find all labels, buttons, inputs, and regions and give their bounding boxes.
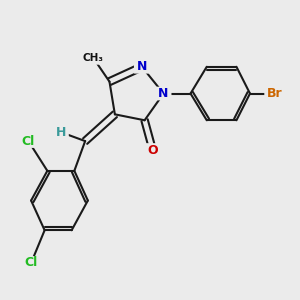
Text: N: N — [158, 87, 169, 100]
FancyBboxPatch shape — [134, 60, 150, 74]
FancyBboxPatch shape — [80, 51, 106, 65]
Text: N: N — [137, 60, 147, 73]
FancyBboxPatch shape — [18, 134, 38, 148]
FancyBboxPatch shape — [145, 143, 161, 157]
Text: CH₃: CH₃ — [83, 53, 104, 63]
FancyBboxPatch shape — [53, 125, 69, 139]
FancyBboxPatch shape — [21, 256, 41, 270]
Text: H: H — [56, 126, 66, 139]
Text: O: O — [147, 143, 158, 157]
FancyBboxPatch shape — [155, 87, 172, 100]
Text: Cl: Cl — [22, 135, 35, 148]
Text: Br: Br — [266, 87, 282, 100]
Text: Cl: Cl — [25, 256, 38, 269]
FancyBboxPatch shape — [264, 87, 284, 100]
